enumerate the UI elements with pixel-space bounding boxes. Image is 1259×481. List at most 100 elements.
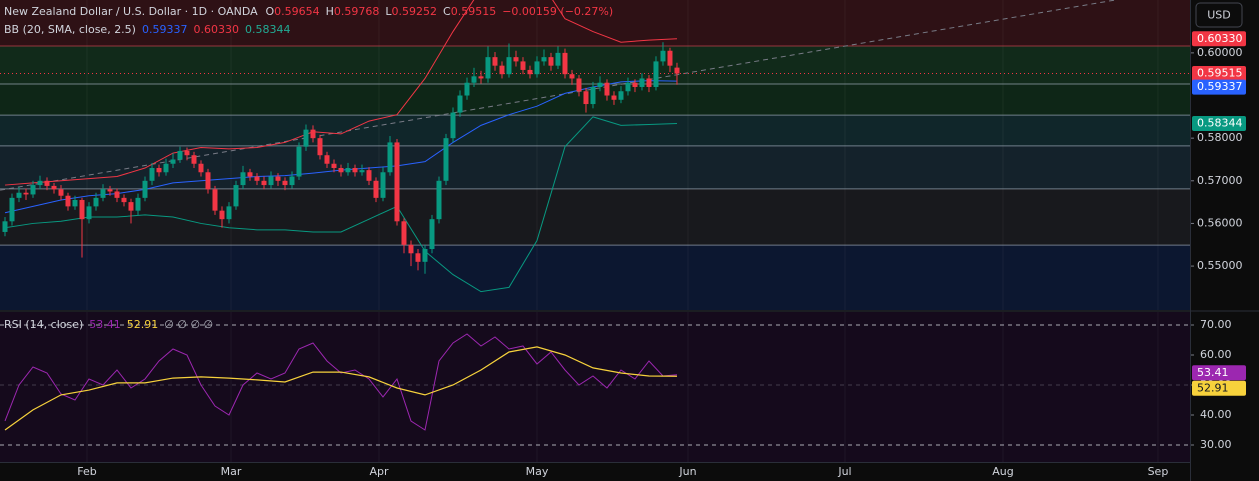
- candle-body: [464, 82, 470, 96]
- candle-body: [394, 142, 400, 222]
- candle-body: [240, 172, 246, 186]
- x-tick-label: Apr: [369, 465, 389, 478]
- candle-body: [639, 78, 645, 87]
- candle-body: [268, 176, 274, 186]
- currency-label[interactable]: USD: [1207, 9, 1231, 22]
- ohlc-value: 0.59515: [451, 5, 497, 18]
- candle-body: [44, 180, 50, 186]
- rsi-legend: RSI (14, close) 53.41 52.91 ∅ ∅ ∅ ∅: [4, 318, 213, 331]
- candle-body: [331, 163, 337, 169]
- y-tick-label: 0.58000: [1197, 131, 1243, 144]
- price-badge-label: 0.59515: [1197, 67, 1243, 80]
- candle-body: [9, 197, 15, 222]
- candle-body: [576, 78, 582, 92]
- bb-title: BB (20, SMA, close, 2.5): [4, 23, 136, 36]
- x-tick-label: Aug: [992, 465, 1013, 478]
- candle-body: [289, 176, 295, 186]
- candle-body: [205, 172, 211, 190]
- candle-body: [471, 76, 477, 83]
- ohlc-key: O: [265, 5, 274, 18]
- y-tick-label: 40.00: [1200, 408, 1232, 421]
- price-badge: [1192, 380, 1246, 396]
- price-badge-label: 52.91: [1197, 381, 1229, 394]
- candle-body: [499, 65, 505, 75]
- candle-body: [324, 155, 330, 164]
- candle-body: [65, 195, 71, 207]
- candle-body: [555, 52, 561, 66]
- placeholders: ∅ ∅ ∅ ∅: [164, 318, 213, 331]
- price-badge: [1192, 365, 1246, 381]
- candle-body: [296, 146, 302, 177]
- axes: Feb Mar Apr May Jun Jul Aug Sep 0.55000 0.56000 0.…: [77, 31, 1246, 478]
- y-tick-label: 0.57000: [1197, 174, 1243, 187]
- candle-body: [415, 253, 421, 262]
- candle-body: [254, 176, 260, 181]
- candle-body: [163, 163, 169, 173]
- zone: [0, 145, 1190, 189]
- candle-body: [310, 129, 316, 139]
- candle-body: [275, 176, 281, 181]
- candle-body: [387, 142, 393, 173]
- candle-body: [590, 86, 596, 105]
- candle-body: [226, 206, 232, 220]
- candle-body: [219, 210, 225, 220]
- candle-body: [562, 52, 568, 75]
- candle-body: [345, 168, 351, 173]
- candle-body: [380, 172, 386, 198]
- candle-body: [667, 50, 673, 66]
- bb-upper-value: 0.60330: [193, 23, 239, 36]
- bb-legend: BB (20, SMA, close, 2.5) 0.59337 0.60330 0.…: [4, 23, 290, 36]
- price-pane: [0, 0, 1190, 310]
- candle-body: [436, 180, 442, 220]
- candle-body: [492, 57, 498, 66]
- candle-body: [317, 138, 323, 156]
- candle-body: [373, 180, 379, 198]
- candle-body: [618, 91, 624, 100]
- currency-button[interactable]: [1195, 2, 1243, 28]
- y-tick-label: 0.55000: [1197, 259, 1243, 272]
- candle-body: [352, 168, 358, 173]
- ohlc-value: 0.59654: [274, 5, 320, 18]
- bb-upper: [4, 0, 678, 186]
- rsi-plot: [0, 312, 1190, 462]
- candle-body: [198, 163, 204, 173]
- candle-body: [485, 57, 491, 79]
- y-tick-label: 70.00: [1200, 318, 1232, 331]
- candle-body: [30, 185, 36, 195]
- candle-body: [16, 192, 22, 198]
- candle-body: [184, 150, 190, 156]
- candle-body: [338, 168, 344, 173]
- candle-body: [100, 189, 106, 198]
- candle-body: [604, 82, 610, 96]
- x-tick-label: Feb: [77, 465, 96, 478]
- candle-body: [191, 155, 197, 164]
- candle-body: [93, 197, 99, 207]
- symbol-title: New Zealand Dollar / U.S. Dollar · 1D · …: [4, 5, 258, 18]
- candle-body: [611, 95, 617, 100]
- candle-body: [534, 61, 540, 75]
- rsi-ma-line: [4, 346, 677, 431]
- candle-body: [478, 76, 484, 79]
- price-badge-label: 0.58344: [1197, 116, 1243, 129]
- rsi-pane: [0, 312, 1190, 462]
- candle-body: [520, 61, 526, 70]
- candle-body: [23, 192, 29, 195]
- candle-body: [506, 57, 512, 75]
- candle-body: [233, 185, 239, 207]
- candle-body: [660, 50, 666, 62]
- bb-basis-value: 0.59337: [142, 23, 188, 36]
- candle-body: [37, 180, 43, 186]
- header-legend: New Zealand Dollar / U.S. Dollar · 1D · …: [4, 5, 613, 18]
- rsi-value: 53.41: [89, 318, 121, 331]
- candle-body: [107, 189, 113, 192]
- price-badge-label: 0.59337: [1197, 80, 1243, 93]
- candle-body: [303, 129, 309, 147]
- candle-body: [569, 74, 575, 79]
- price-badge-label: 0.60330: [1197, 32, 1243, 45]
- candle-body: [583, 91, 589, 105]
- candle-body: [135, 197, 141, 211]
- candle-body: [443, 138, 449, 181]
- candle-body: [2, 221, 8, 232]
- zone: [0, 245, 1190, 310]
